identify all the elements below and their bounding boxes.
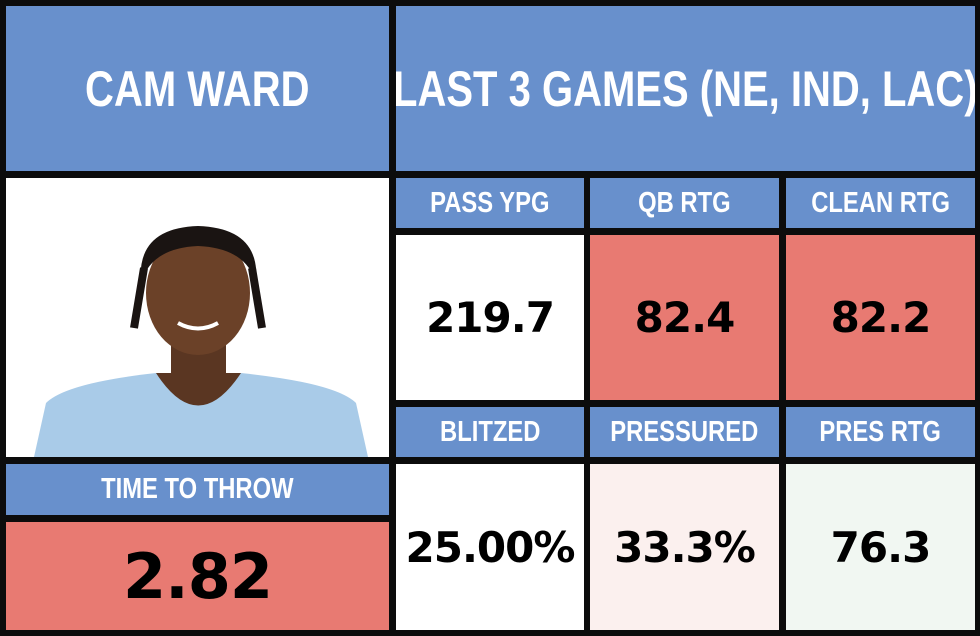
name-cell: CAM WARD	[6, 6, 389, 171]
stat-label-cell: PRES RTG	[786, 407, 975, 457]
stat-label-cell: PASS YPG	[396, 178, 584, 228]
stat-value-cell: 82.2	[786, 235, 975, 400]
stat-value-cell: 76.3	[786, 464, 975, 630]
stat-value: 82.4	[634, 293, 736, 342]
stat-label: BLITZED	[439, 415, 541, 448]
stat-label: CLEAN RTG	[811, 186, 950, 219]
ttt-value-cell: 2.82	[6, 522, 389, 630]
stat-value: 82.2	[830, 293, 932, 342]
stat-label-cell: CLEAN RTG	[786, 178, 975, 228]
stat-value: 76.3	[830, 522, 932, 572]
photo-cell	[6, 178, 389, 457]
player-photo	[34, 226, 368, 457]
ttt-label: TIME TO THROW	[101, 473, 294, 505]
stat-value-cell: 25.00%	[396, 464, 584, 630]
stat-label: PRES RTG	[819, 415, 942, 448]
stat-label: QB RTG	[638, 186, 731, 219]
ttt-value: 2.82	[123, 539, 273, 613]
ttt-label-cell: TIME TO THROW	[6, 464, 389, 515]
header-title: LAST 3 GAMES (NE, IND, LAC)	[396, 60, 975, 117]
player-name: CAM WARD	[85, 60, 310, 117]
stat-value-cell: 82.4	[590, 235, 779, 400]
stat-label-cell: PRESSURED	[590, 407, 779, 457]
stat-label: PRESSURED	[610, 415, 759, 448]
title-cell: LAST 3 GAMES (NE, IND, LAC)	[396, 6, 975, 171]
stat-label: PASS YPG	[430, 186, 550, 219]
stat-value-cell: 219.7	[396, 235, 584, 400]
stat-value: 219.7	[426, 293, 555, 342]
stat-label-cell: BLITZED	[396, 407, 584, 457]
stat-value: 33.3%	[614, 522, 756, 572]
stat-value: 25.00%	[405, 522, 576, 572]
stat-label-cell: QB RTG	[590, 178, 779, 228]
stat-value-cell: 33.3%	[590, 464, 779, 630]
